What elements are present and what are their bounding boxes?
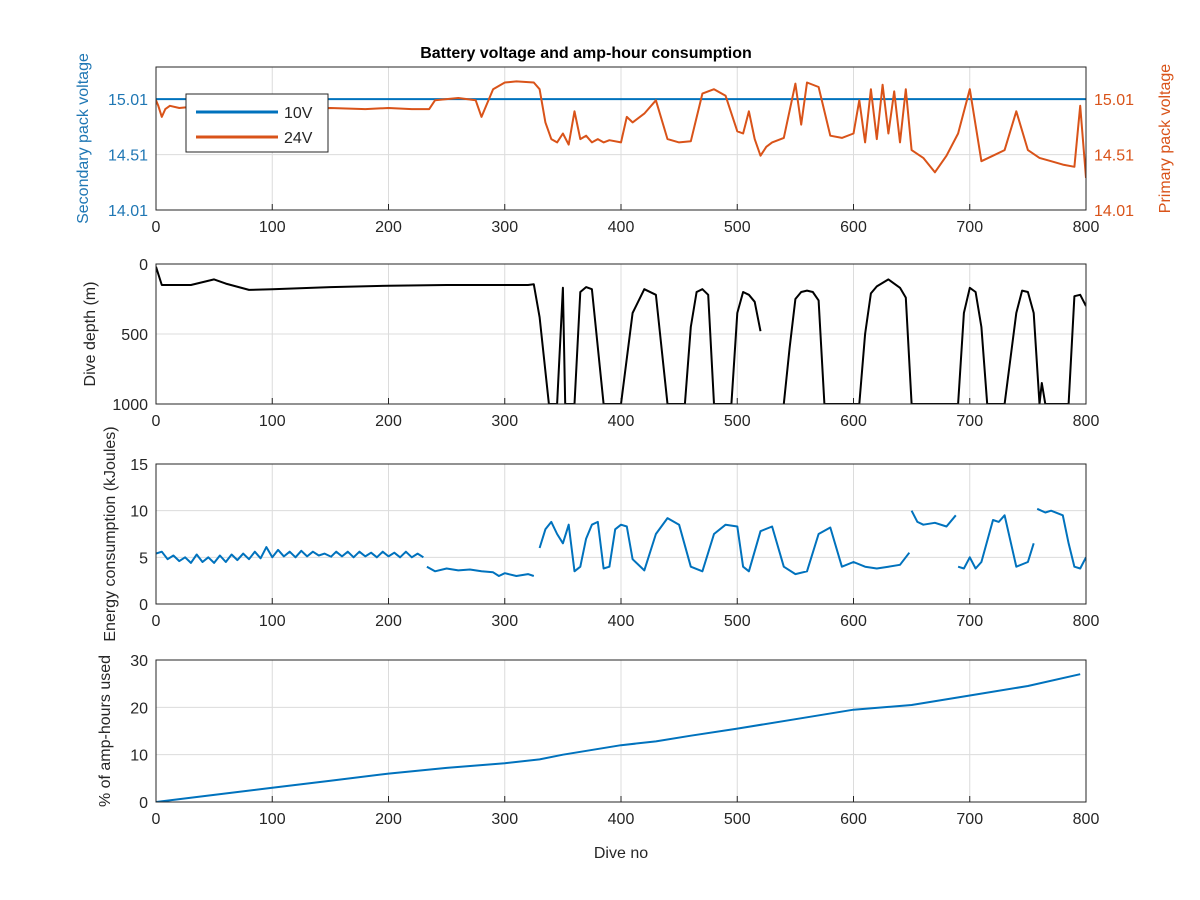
- y-axis-label-right: Primary pack voltage: [1157, 64, 1174, 213]
- x-tick-label: 300: [491, 413, 518, 430]
- x-tick-label: 200: [375, 613, 402, 630]
- y-tick-label: 30: [130, 653, 148, 670]
- x-tick-label: 200: [375, 413, 402, 430]
- x-tick-label: 400: [608, 219, 635, 236]
- x-tick-label: 400: [608, 811, 635, 828]
- x-tick-label: 800: [1073, 413, 1100, 430]
- x-tick-label: 500: [724, 613, 751, 630]
- series-line-s7: [1036, 507, 1086, 570]
- y-tick-label: 14.01: [108, 203, 148, 220]
- axes-frame: [155, 66, 1087, 211]
- series-line-s1: [156, 673, 1081, 802]
- chart-title: Battery voltage and amp-hour consumption: [420, 45, 752, 62]
- series-line-s1: [156, 546, 331, 564]
- axes-frame: [155, 463, 1087, 605]
- y-tick-label: 5: [139, 550, 148, 567]
- x-tick-label: 200: [375, 811, 402, 828]
- x-tick-label: 800: [1073, 811, 1100, 828]
- x-tick-label: 300: [491, 613, 518, 630]
- series-line-s6: [957, 514, 1035, 570]
- x-tick-label: 600: [840, 219, 867, 236]
- x-tick-label: 500: [724, 219, 751, 236]
- y-tick-label: 10: [130, 504, 148, 521]
- y-tick-label: 0: [139, 597, 148, 614]
- legend-label: 10V: [284, 105, 313, 122]
- x-tick-label: 100: [259, 219, 286, 236]
- y-tick-label: 14.51: [108, 148, 148, 165]
- x-tick-label: 100: [259, 413, 286, 430]
- x-tick-label: 700: [956, 219, 983, 236]
- x-tick-label: 700: [956, 413, 983, 430]
- x-tick-label: 0: [152, 219, 161, 236]
- subplot-3: 0 100 200 300 400 500 600 700 800 0 5 10 15 Energy co…: [102, 426, 1099, 641]
- series-group: [156, 507, 1086, 577]
- x-tick-label: 200: [375, 219, 402, 236]
- x-tick-label: 0: [152, 811, 161, 828]
- series-line-s4: [538, 517, 911, 576]
- x-tick-label: 800: [1073, 613, 1100, 630]
- y-axis-label: Energy consumption (kJoules): [102, 426, 119, 641]
- x-tick-label: 100: [259, 811, 286, 828]
- y-tick-label: 0: [139, 257, 148, 274]
- series-line-24V: [156, 80, 1086, 178]
- x-tick-label: 600: [840, 811, 867, 828]
- x-tick-label: 100: [259, 613, 286, 630]
- x-tick-label: 600: [840, 413, 867, 430]
- x-axis-label: Dive no: [594, 845, 648, 862]
- subplot-4: 0 100 200 300 400 500 600 700 800 0 10 20 30 % of amp…: [97, 653, 1099, 862]
- subplot-2: 0 100 200 300 400 500 600 700 800 0 500 1000 Dive de…: [82, 257, 1099, 430]
- x-tick-label: 0: [152, 613, 161, 630]
- y-right-tick-label: 14.01: [1094, 203, 1134, 220]
- x-tick-label: 700: [956, 613, 983, 630]
- series-line-s5: [910, 510, 957, 528]
- x-tick-label: 800: [1073, 219, 1100, 236]
- legend-label: 24V: [284, 130, 313, 147]
- series-line-s2: [782, 278, 1086, 404]
- y-tick-label: 15: [130, 457, 148, 474]
- y-tick-label: 1000: [112, 397, 148, 414]
- y-tick-label: 500: [121, 327, 148, 344]
- legend-box: [185, 93, 329, 153]
- y-axis-label: % of amp-hours used: [97, 655, 114, 807]
- x-tick-label: 500: [724, 413, 751, 430]
- x-tick-label: 500: [724, 811, 751, 828]
- y-tick-label: 20: [130, 700, 148, 717]
- y-tick-label: 0: [139, 795, 148, 812]
- x-tick-label: 300: [491, 219, 518, 236]
- series-group: [156, 266, 1086, 404]
- x-tick-label: 700: [956, 811, 983, 828]
- x-tick-label: 400: [608, 613, 635, 630]
- y-tick-label: 10: [130, 748, 148, 765]
- axes-frame: [155, 659, 1087, 803]
- x-tick-label: 600: [840, 613, 867, 630]
- y-right-tick-label: 14.51: [1094, 148, 1134, 165]
- x-tick-label: 400: [608, 413, 635, 430]
- subplot-1: 0 100 200 300 400 500 600 700 80014.0114.5115.01…: [75, 45, 1174, 236]
- series-line-s1: [156, 266, 762, 404]
- series-line-s2: [329, 550, 424, 559]
- x-tick-label: 300: [491, 811, 518, 828]
- series-group: [156, 673, 1081, 802]
- y-right-tick-label: 15.01: [1094, 92, 1134, 109]
- y-axis-label: Dive depth (m): [82, 282, 99, 387]
- series-line-s3: [426, 565, 535, 577]
- y-axis-label-left: Secondary pack voltage: [75, 53, 92, 224]
- y-tick-label: 15.01: [108, 92, 148, 109]
- axes-frame: [155, 263, 1087, 405]
- x-tick-label: 0: [152, 413, 161, 430]
